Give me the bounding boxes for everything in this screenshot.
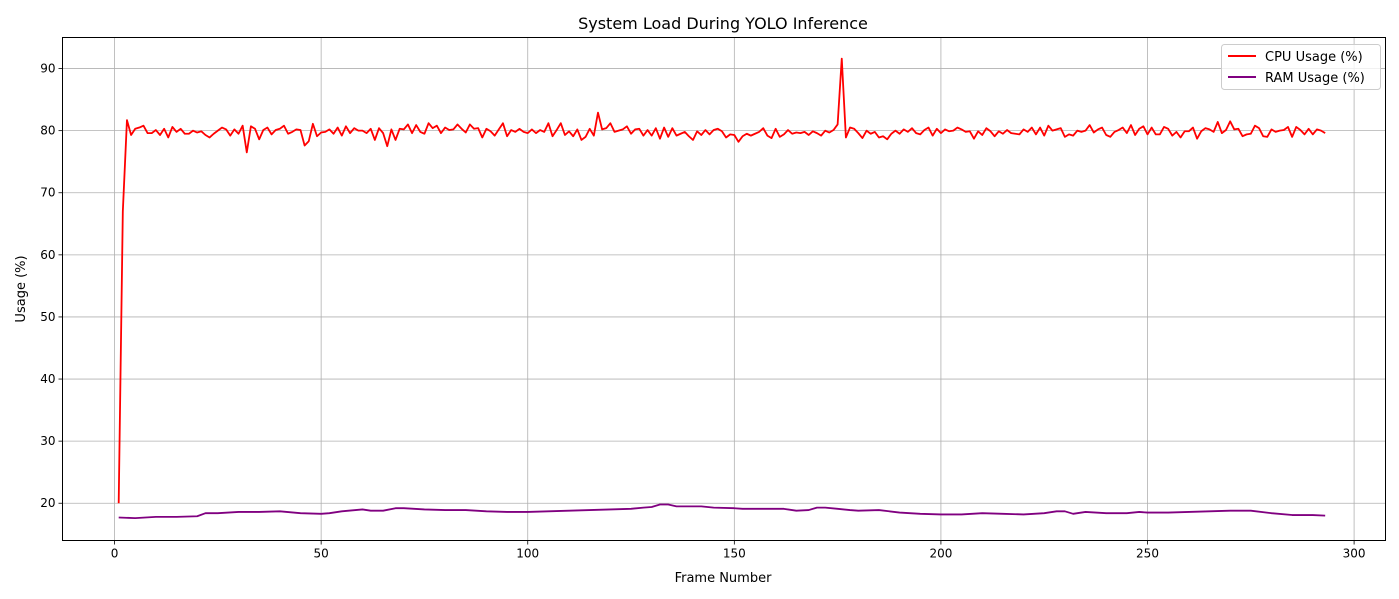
y-tick-label: 90: [40, 62, 55, 76]
x-tick-label: 100: [516, 547, 539, 561]
legend-box: [1221, 44, 1381, 90]
x-tick-label: 200: [929, 547, 952, 561]
y-tick-label: 40: [40, 372, 55, 386]
x-tick-label: 250: [1136, 547, 1159, 561]
x-axis-ticks: 0 50 100 150 200 250 300: [111, 540, 1366, 561]
x-tick-label: 150: [723, 547, 746, 561]
y-tick-label: 20: [40, 496, 55, 510]
x-axis-label: Frame Number: [675, 571, 773, 586]
series-line-cpu: [117, 57, 1326, 504]
x-tick-label: 300: [1343, 547, 1366, 561]
series-lines: [117, 57, 1326, 520]
legend: CPU Usage (%) RAM Usage (%): [1221, 44, 1381, 90]
y-tick-label: 60: [40, 248, 55, 262]
y-tick-label: 30: [40, 434, 55, 448]
y-tick-label: 70: [40, 186, 55, 200]
plot-frame: [62, 37, 1386, 541]
x-tick-label: 50: [314, 547, 329, 561]
chart-title: System Load During YOLO Inference: [578, 14, 868, 33]
y-tick-label: 50: [40, 310, 55, 324]
series-line-ram: [118, 503, 1326, 520]
grid-lines: [62, 37, 1386, 541]
x-tick-label: 0: [111, 547, 119, 561]
y-tick-label: 80: [40, 124, 55, 138]
y-axis-label: Usage (%): [14, 255, 29, 322]
y-axis-ticks: 20 30 40 50 60 70 80 90: [40, 62, 63, 510]
legend-label-cpu: CPU Usage (%): [1265, 50, 1363, 65]
legend-label-ram: RAM Usage (%): [1265, 71, 1365, 86]
